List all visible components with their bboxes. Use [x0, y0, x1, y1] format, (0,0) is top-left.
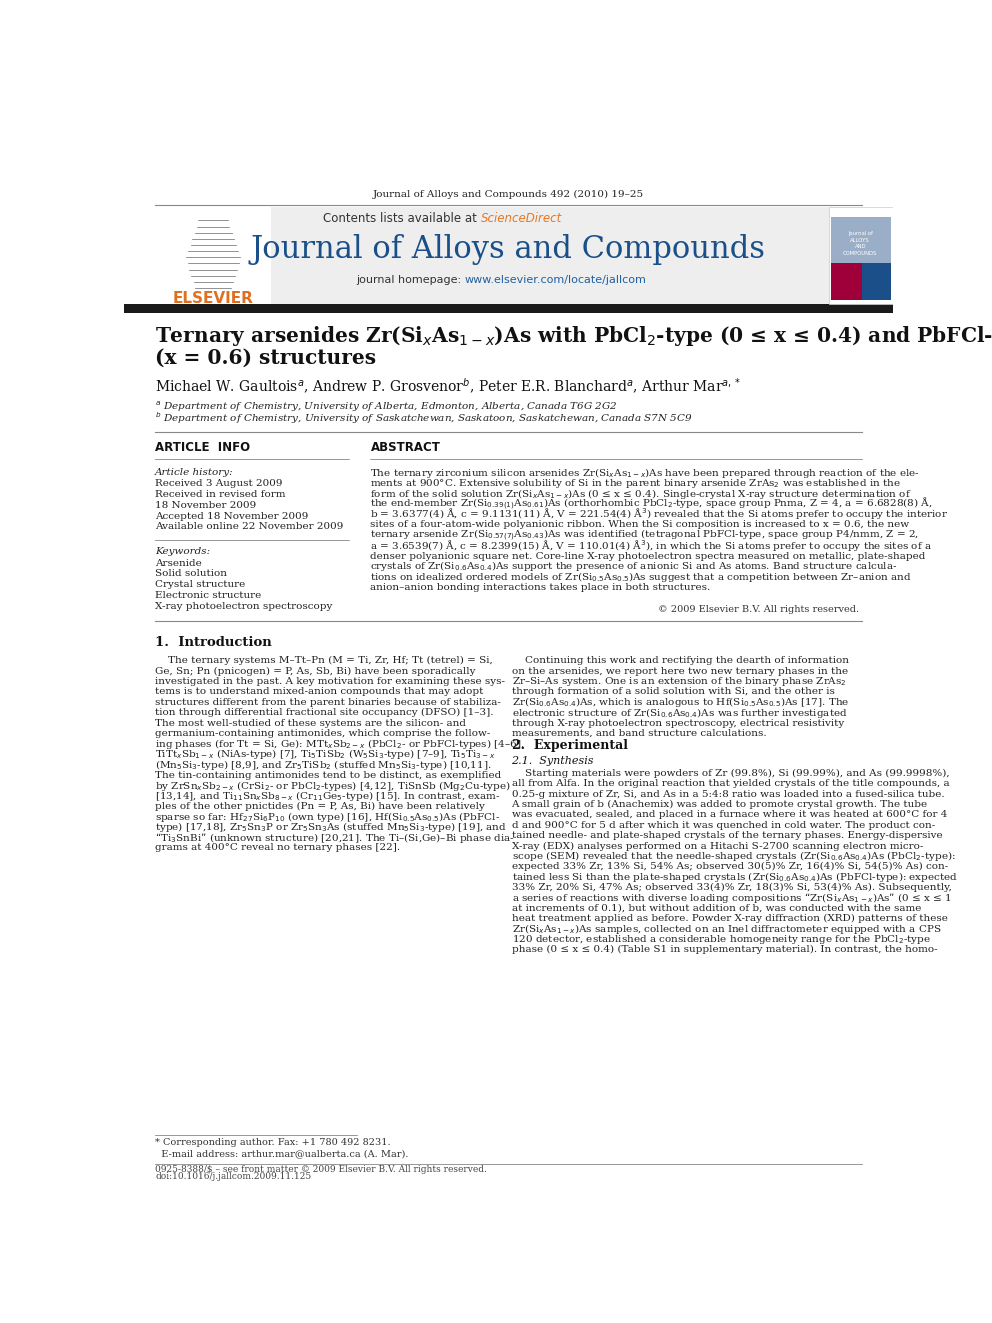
Text: crystals of Zr(Si$_{0.6}$As$_{0.4}$)As support the presence of anionic Si and As: crystals of Zr(Si$_{0.6}$As$_{0.4}$)As s…	[370, 560, 898, 573]
Text: by ZrSn$_x$Sb$_{2-x}$ (CrSi$_2$- or PbCl$_2$-types) [4,12], TiSnSb (Mg$_2$Cu-typ: by ZrSn$_x$Sb$_{2-x}$ (CrSi$_2$- or PbCl…	[155, 778, 511, 792]
Text: X-ray photoelectron spectroscopy: X-ray photoelectron spectroscopy	[155, 602, 332, 611]
Text: 0.25-g mixture of Zr, Si, and As in a 5:4:8 ratio was loaded into a fused-silica: 0.25-g mixture of Zr, Si, and As in a 5:…	[512, 790, 944, 799]
Text: Zr–Si–As system. One is an extension of the binary phase ZrAs$_2$: Zr–Si–As system. One is an extension of …	[512, 675, 846, 688]
Text: type) [17,18], Zr$_5$Sn$_3$P or Zr$_5$Sn$_3$As (stuffed Mn$_5$Si$_3$-type) [19],: type) [17,18], Zr$_5$Sn$_3$P or Zr$_5$Sn…	[155, 820, 507, 833]
Text: “Ti$_3$SnBi” (unknown structure) [20,21]. The Ti–(Si,Ge)–Bi phase dia-: “Ti$_3$SnBi” (unknown structure) [20,21]…	[155, 831, 515, 844]
Text: expected 33% Zr, 13% Si, 54% As; observed 30(5)% Zr, 16(4)% Si, 54(5)% As) con-: expected 33% Zr, 13% Si, 54% As; observe…	[512, 863, 947, 872]
Text: Arsenide: Arsenide	[155, 558, 201, 568]
Text: Ge, Sn; Pn (pnicogen) = P, As, Sb, Bi) have been sporadically: Ge, Sn; Pn (pnicogen) = P, As, Sb, Bi) h…	[155, 667, 475, 676]
Bar	[124, 303, 893, 312]
Text: Received in revised form: Received in revised form	[155, 490, 286, 499]
Text: Accepted 18 November 2009: Accepted 18 November 2009	[155, 512, 309, 520]
Text: Solid solution: Solid solution	[155, 569, 227, 578]
Bar	[831, 263, 862, 300]
Text: [13,14], and Ti$_{11}$Sn$_x$Sb$_{8-x}$ (Cr$_{11}$Ge$_5$-type) [15]. In contrast,: [13,14], and Ti$_{11}$Sn$_x$Sb$_{8-x}$ (…	[155, 789, 501, 803]
Text: (Mn$_5$Si$_3$-type) [8,9], and Zr$_5$TiSb$_2$ (stuffed Mn$_5$Si$_3$-type) [10,11: (Mn$_5$Si$_3$-type) [8,9], and Zr$_5$TiS…	[155, 758, 492, 771]
Text: 120 detector, established a considerable homogeneity range for the PbCl$_2$-type: 120 detector, established a considerable…	[512, 933, 930, 946]
Text: Received 3 August 2009: Received 3 August 2009	[155, 479, 283, 488]
Text: denser polyanionic square net. Core-line X-ray photoelectron spectra measured on: denser polyanionic square net. Core-line…	[370, 552, 926, 561]
Text: Available online 22 November 2009: Available online 22 November 2009	[155, 523, 343, 532]
Text: Electronic structure: Electronic structure	[155, 591, 261, 599]
Text: heat treatment applied as before. Powder X-ray diffraction (XRD) patterns of the: heat treatment applied as before. Powder…	[512, 914, 947, 923]
Text: The ternary zirconium silicon arsenides Zr(Si$_x$As$_{1-x}$)As have been prepare: The ternary zirconium silicon arsenides …	[370, 466, 921, 480]
Text: A small grain of b (Anachemix) was added to promote crystal growth. The tube: A small grain of b (Anachemix) was added…	[512, 800, 928, 808]
Text: ABSTRACT: ABSTRACT	[370, 441, 440, 454]
Text: sites of a four-atom-wide polyanionic ribbon. When the Si composition is increas: sites of a four-atom-wide polyanionic ri…	[370, 520, 910, 529]
Text: © 2009 Elsevier B.V. All rights reserved.: © 2009 Elsevier B.V. All rights reserved…	[658, 605, 859, 614]
Bar	[155, 208, 862, 303]
Text: www.elsevier.com/locate/jallcom: www.elsevier.com/locate/jallcom	[465, 275, 647, 286]
Text: TiTt$_x$Sb$_{1-x}$ (NiAs-type) [7], Ti$_5$TiSb$_2$ (W$_5$Si$_3$-type) [7–9], Ti$: TiTt$_x$Sb$_{1-x}$ (NiAs-type) [7], Ti$_…	[155, 747, 496, 761]
Text: investigated in the past. A key motivation for examining these sys-: investigated in the past. A key motivati…	[155, 677, 505, 687]
Text: Zr(Si$_{0.6}$As$_{0.4}$)As, which is analogous to Hf(Si$_{0.5}$As$_{0.5}$)As [17: Zr(Si$_{0.6}$As$_{0.4}$)As, which is ana…	[512, 696, 849, 709]
Text: was evacuated, sealed, and placed in a furnace where it was heated at 600°C for : was evacuated, sealed, and placed in a f…	[512, 810, 947, 819]
Text: Journal of Alloys and Compounds 492 (2010) 19–25: Journal of Alloys and Compounds 492 (201…	[373, 189, 644, 198]
Text: Keywords:: Keywords:	[155, 546, 210, 556]
Bar	[831, 263, 891, 300]
Text: E-mail address: arthur.mar@ualberta.ca (A. Mar).: E-mail address: arthur.mar@ualberta.ca (…	[155, 1150, 409, 1158]
Text: form of the solid solution Zr(Si$_x$As$_{1-x}$)As (0 ≤ x ≤ 0.4). Single-crystal : form of the solid solution Zr(Si$_x$As$_…	[370, 487, 912, 500]
Text: Journal of Alloys and Compounds: Journal of Alloys and Compounds	[251, 234, 766, 265]
Text: scope (SEM) revealed that the needle-shaped crystals (Zr(Si$_{0.6}$As$_{0.4}$)As: scope (SEM) revealed that the needle-sha…	[512, 849, 955, 864]
Text: ples of the other pnictides (Pn = P, As, Bi) have been relatively: ples of the other pnictides (Pn = P, As,…	[155, 802, 485, 811]
Text: the end-member Zr(Si$_{0.39(1)}$As$_{0.61}$)As (orthorhombic PbCl$_2$-type, spac: the end-member Zr(Si$_{0.39(1)}$As$_{0.6…	[370, 496, 932, 512]
Text: ternary arsenide Zr(Si$_{0.57(7)}$As$_{0.43}$)As was identified (tetragonal PbFC: ternary arsenide Zr(Si$_{0.57(7)}$As$_{0…	[370, 528, 920, 542]
Text: tion through differential fractional site occupancy (DFSO) [1–3].: tion through differential fractional sit…	[155, 708, 493, 717]
Text: The most well-studied of these systems are the silicon- and: The most well-studied of these systems a…	[155, 718, 466, 728]
Text: Contents lists available at: Contents lists available at	[322, 212, 480, 225]
Text: on the arsenides, we report here two new ternary phases in the: on the arsenides, we report here two new…	[512, 667, 847, 676]
Text: Article history:: Article history:	[155, 468, 234, 478]
Text: Continuing this work and rectifying the dearth of information: Continuing this work and rectifying the …	[512, 656, 848, 665]
Text: (x = 0.6) structures: (x = 0.6) structures	[155, 348, 376, 368]
Text: Journal of
ALLOYS
AND
COMPOUNDS: Journal of ALLOYS AND COMPOUNDS	[843, 232, 878, 255]
Text: 2.1.  Synthesis: 2.1. Synthesis	[512, 755, 594, 766]
Text: ARTICLE  INFO: ARTICLE INFO	[155, 441, 250, 454]
Text: Crystal structure: Crystal structure	[155, 579, 245, 589]
Text: b = 3.6377(4) Å, c = 9.1131(11) Å, V = 221.54(4) Å$^3$) revealed that the Si ato: b = 3.6377(4) Å, c = 9.1131(11) Å, V = 2…	[370, 507, 948, 523]
Text: tems is to understand mixed-anion compounds that may adopt: tems is to understand mixed-anion compou…	[155, 688, 483, 696]
Text: through X-ray photoelectron spectroscopy, electrical resistivity: through X-ray photoelectron spectroscopy…	[512, 718, 844, 728]
Text: Zr(Si$_x$As$_{1-x}$)As samples, collected on an Inel diffractometer equipped wit: Zr(Si$_x$As$_{1-x}$)As samples, collecte…	[512, 922, 941, 937]
Text: $^b$ Department of Chemistry, University of Saskatchewan, Saskatoon, Saskatchewa: $^b$ Department of Chemistry, University…	[155, 410, 692, 426]
Text: doi:10.1016/j.jallcom.2009.11.125: doi:10.1016/j.jallcom.2009.11.125	[155, 1172, 311, 1181]
Bar	[155, 208, 271, 303]
Text: $^a$ Department of Chemistry, University of Alberta, Edmonton, Alberta, Canada T: $^a$ Department of Chemistry, University…	[155, 400, 618, 414]
Text: at increments of 0.1), but without addition of b, was conducted with the same: at increments of 0.1), but without addit…	[512, 904, 921, 913]
Text: phase (0 ≤ x ≤ 0.4) (Table S1 in supplementary material). In contrast, the homo-: phase (0 ≤ x ≤ 0.4) (Table S1 in supplem…	[512, 946, 937, 954]
Text: 33% Zr, 20% Si, 47% As; observed 33(4)% Zr, 18(3)% Si, 53(4)% As). Subsequently,: 33% Zr, 20% Si, 47% As; observed 33(4)% …	[512, 882, 951, 892]
Bar	[831, 217, 891, 263]
Text: germanium-containing antimonides, which comprise the follow-: germanium-containing antimonides, which …	[155, 729, 490, 738]
Text: 2.  Experimental: 2. Experimental	[512, 740, 628, 751]
Text: 1.  Introduction: 1. Introduction	[155, 636, 272, 648]
Text: ing phases (for Tt = Si, Ge): MTt$_x$Sb$_{2-x}$ (PbCl$_2$- or PbFCl-types) [4–6]: ing phases (for Tt = Si, Ge): MTt$_x$Sb$…	[155, 737, 525, 751]
Text: anion–anion bonding interactions takes place in both structures.: anion–anion bonding interactions takes p…	[370, 582, 710, 591]
Text: X-ray (EDX) analyses performed on a Hitachi S-2700 scanning electron micro-: X-ray (EDX) analyses performed on a Hita…	[512, 841, 923, 851]
Text: measurements, and band structure calculations.: measurements, and band structure calcula…	[512, 729, 766, 738]
Text: ScienceDirect: ScienceDirect	[480, 212, 561, 225]
Text: 18 November 2009: 18 November 2009	[155, 501, 256, 509]
Text: ELSEVIER: ELSEVIER	[173, 291, 254, 307]
Text: Starting materials were powders of Zr (99.8%), Si (99.99%), and As (99.9998%),: Starting materials were powders of Zr (9…	[512, 769, 949, 778]
Text: grams at 400°C reveal no ternary phases [22].: grams at 400°C reveal no ternary phases …	[155, 843, 400, 852]
Text: electronic structure of Zr(Si$_{0.6}$As$_{0.4}$)As was further investigated: electronic structure of Zr(Si$_{0.6}$As$…	[512, 705, 847, 720]
Text: The ternary systems M–Tt–Pn (M = Ti, Zr, Hf; Tt (tetrel) = Si,: The ternary systems M–Tt–Pn (M = Ti, Zr,…	[155, 656, 493, 665]
Text: The tin-containing antimonides tend to be distinct, as exemplified: The tin-containing antimonides tend to b…	[155, 770, 501, 779]
Text: all from Alfa. In the original reaction that yielded crystals of the title compo: all from Alfa. In the original reaction …	[512, 779, 949, 789]
Text: ments at 900°C. Extensive solubility of Si in the parent binary arsenide ZrAs$_2: ments at 900°C. Extensive solubility of …	[370, 476, 902, 490]
Text: tained needle- and plate-shaped crystals of the ternary phases. Energy-dispersiv: tained needle- and plate-shaped crystals…	[512, 831, 942, 840]
Bar	[829, 208, 893, 303]
Text: structures different from the parent binaries because of stabiliza-: structures different from the parent bin…	[155, 697, 501, 706]
Text: tions on idealized ordered models of Zr(Si$_{0.5}$As$_{0.5}$)As suggest that a c: tions on idealized ordered models of Zr(…	[370, 570, 912, 583]
Text: tained less Si than the plate-shaped crystals (Zr(Si$_{0.6}$As$_{0.4}$)As (PbFCl: tained less Si than the plate-shaped cry…	[512, 871, 957, 884]
Text: sparse so far: Hf$_{27}$Si$_6$P$_{10}$ (own type) [16], Hf(Si$_{0.5}$As$_{0.5}$): sparse so far: Hf$_{27}$Si$_6$P$_{10}$ (…	[155, 810, 500, 824]
Text: journal homepage:: journal homepage:	[356, 275, 465, 286]
Text: 0925-8388/$ – see front matter © 2009 Elsevier B.V. All rights reserved.: 0925-8388/$ – see front matter © 2009 El…	[155, 1164, 487, 1174]
Text: Michael W. Gaultois$^{a}$, Andrew P. Grosvenor$^{b}$, Peter E.R. Blanchard$^{a}$: Michael W. Gaultois$^{a}$, Andrew P. Gro…	[155, 377, 741, 397]
Text: d and 900°C for 5 d after which it was quenched in cold water. The product con-: d and 900°C for 5 d after which it was q…	[512, 820, 934, 830]
Text: a = 3.6539(7) Å, c = 8.2399(15) Å, V = 110.01(4) Å$^3$), in which the Si atoms p: a = 3.6539(7) Å, c = 8.2399(15) Å, V = 1…	[370, 537, 932, 553]
Text: Ternary arsenides Zr(Si$_x$As$_{1-x}$)As with PbCl$_2$-type (0 ≤ x ≤ 0.4) and Pb: Ternary arsenides Zr(Si$_x$As$_{1-x}$)As…	[155, 324, 992, 348]
Text: a series of reactions with diverse loading compositions “Zr(Si$_x$As$_{1-x}$)As”: a series of reactions with diverse loadi…	[512, 890, 951, 905]
Text: through formation of a solid solution with Si, and the other is: through formation of a solid solution wi…	[512, 688, 834, 696]
Text: * Corresponding author. Fax: +1 780 492 8231.: * Corresponding author. Fax: +1 780 492 …	[155, 1138, 391, 1147]
